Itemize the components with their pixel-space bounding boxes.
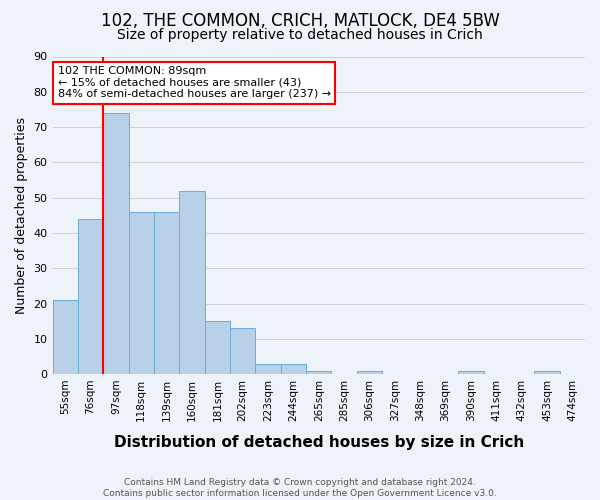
Bar [103, 113, 128, 374]
Bar [179, 190, 205, 374]
Bar [78, 219, 103, 374]
Text: 102 THE COMMON: 89sqm
← 15% of detached houses are smaller (43)
84% of semi-deta: 102 THE COMMON: 89sqm ← 15% of detached … [58, 66, 331, 99]
Text: Contains HM Land Registry data © Crown copyright and database right 2024.
Contai: Contains HM Land Registry data © Crown c… [103, 478, 497, 498]
Bar [281, 364, 306, 374]
Bar [357, 370, 382, 374]
Bar [256, 364, 281, 374]
Bar [205, 321, 230, 374]
Bar [458, 370, 484, 374]
Text: Size of property relative to detached houses in Crich: Size of property relative to detached ho… [117, 28, 483, 42]
Bar [306, 370, 331, 374]
Text: 102, THE COMMON, CRICH, MATLOCK, DE4 5BW: 102, THE COMMON, CRICH, MATLOCK, DE4 5BW [101, 12, 499, 30]
Bar [53, 300, 78, 374]
X-axis label: Distribution of detached houses by size in Crich: Distribution of detached houses by size … [113, 435, 524, 450]
Bar [230, 328, 256, 374]
Bar [534, 370, 560, 374]
Bar [128, 212, 154, 374]
Bar [154, 212, 179, 374]
Y-axis label: Number of detached properties: Number of detached properties [15, 117, 28, 314]
